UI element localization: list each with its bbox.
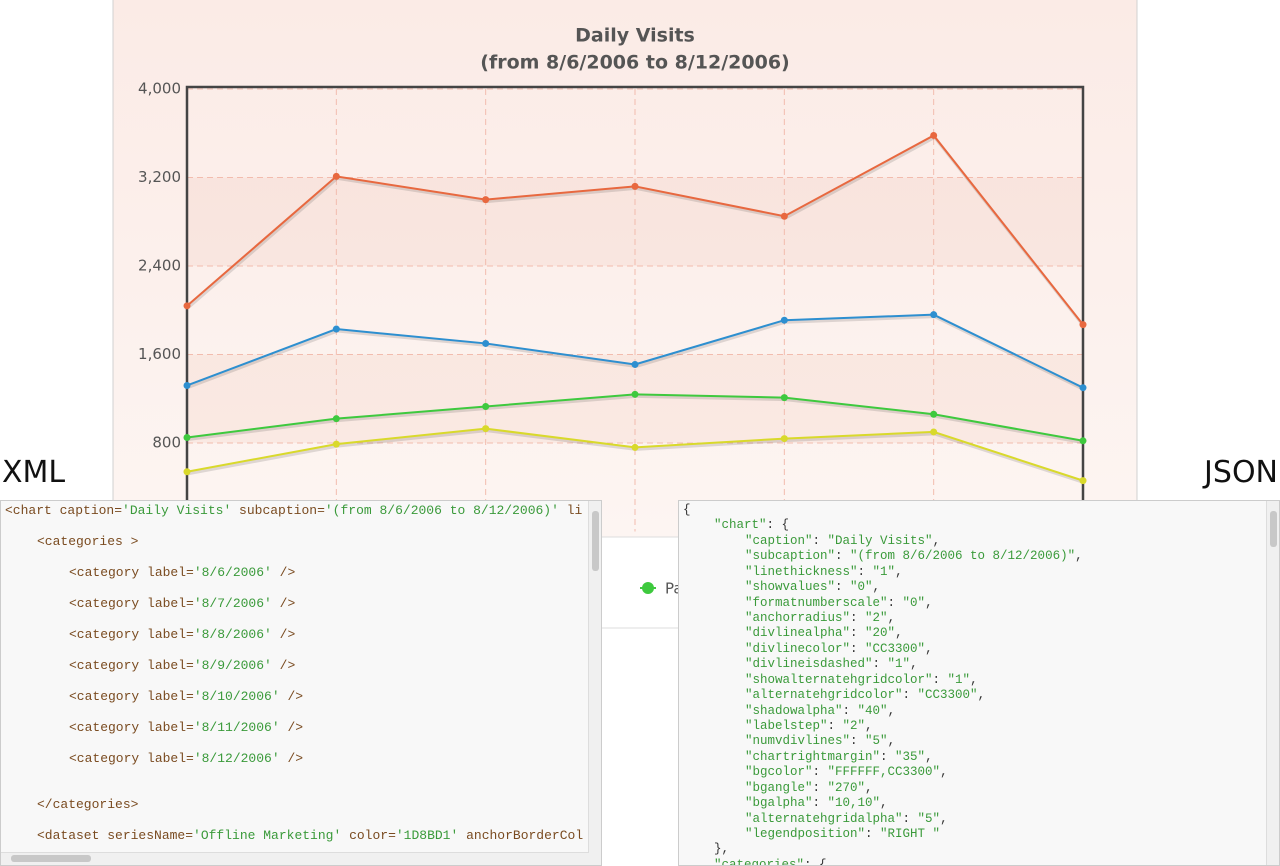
data-point [780,212,788,220]
json-code-panel[interactable]: { "chart": {"caption": "Daily Visits", "su… [678,500,1280,866]
code-line: <category label='8/9/2006' /> [69,658,296,673]
code-line: "divlinecolor": "CC3300", [745,641,933,656]
data-point [1079,477,1087,485]
y-tick-label: 1,600 [138,345,181,363]
chart-title: Daily Visits [575,25,695,47]
code-line: "chartrightmargin": "35", [745,749,933,764]
code-line: "showvalues": "0", [745,580,881,595]
data-point [482,402,490,410]
code-line: <category label='8/11/2006' /> [69,720,304,735]
legend-box [599,536,681,629]
data-point [332,325,340,333]
data-point [780,394,788,402]
data-point [930,311,938,319]
code-line: <category label='8/7/2006' /> [69,596,296,611]
scrollbar[interactable] [1,852,589,865]
legend-marker [642,582,654,594]
y-tick-label: 4,000 [138,80,181,98]
code-line: <categories > [37,534,139,549]
chart-card [112,0,1138,538]
code-line: <category label='8/10/2006' /> [69,689,304,704]
data-point [631,182,639,190]
scrollbar[interactable] [1266,501,1279,865]
chart-subtitle: (from 8/6/2006 to 8/12/2006) [480,52,789,74]
data-point [183,302,191,310]
code-line: "bgalpha": "10,10", [745,796,888,811]
code-line: "shadowalpha": "40", [745,703,896,718]
y-tick-label: 2,400 [138,257,181,275]
data-point [183,433,191,441]
code-line: <category label='8/8/2006' /> [69,627,296,642]
code-line: "numvdivlines": "5", [745,734,896,749]
code-line: "divlineisdashed": "1", [745,657,918,672]
code-line: "anchorradius": "2", [745,611,896,625]
plot-area: 800 1,600 2,400 3,200 4,000 [138,80,1087,532]
scrollbar[interactable] [588,501,601,865]
code-line: "alternatehgridcolor": "CC3300", [745,688,986,703]
data-point [930,410,938,418]
xml-heading: XML [2,455,66,490]
code-line: "bgcolor": "FFFFFF,CC3300", [745,765,948,780]
data-point [930,428,938,436]
data-point [332,440,340,448]
data-point [482,196,490,204]
xml-code-panel[interactable]: <chart caption='Daily Visits' subcaption… [0,500,602,866]
code-line: "categories": { [714,857,827,866]
code-line: </categories> [37,797,139,812]
code-line: "bgangle": "270", [745,780,873,795]
code-line: "chart": { [714,518,790,533]
data-point [332,415,340,423]
code-line: "labelstep": "2", [745,719,873,734]
json-heading: JSON [1204,455,1278,490]
code-line: <category label='8/6/2006' /> [69,565,296,580]
data-point [482,425,490,433]
code-line: }, [714,842,730,857]
y-tick-label: 3,200 [138,168,181,186]
code-line: <category label='8/12/2006' /> [69,751,304,766]
code-line: "linethickness": "1", [745,564,903,579]
y-tick-label: 800 [152,434,181,452]
data-point [183,468,191,476]
code-line: "legendposition": "RIGHT " [745,827,941,842]
code-line: "caption": "Daily Visits", [745,533,941,548]
data-point [631,360,639,368]
data-point [780,316,788,324]
data-point [631,443,639,451]
data-point [183,381,191,389]
data-point [482,339,490,347]
data-point [1079,384,1087,392]
code-line: "divlinealpha": "20", [745,626,903,641]
code-line: <chart caption='Daily Visits' subcaption… [5,503,583,518]
code-line: { [683,503,691,517]
data-point [1079,437,1087,445]
code-line: "alternatehgridalpha": "5", [745,811,948,826]
data-point [631,390,639,398]
data-point [930,131,938,139]
code-line: "subcaption": "(from 8/6/2006 to 8/12/20… [745,549,1083,564]
code-line: "formatnumberscale": "0", [745,595,933,610]
code-line: "showalternatehgridcolor": "1", [745,672,978,687]
data-point [1079,321,1087,329]
code-line: <dataset seriesName='Offline Marketing' … [37,828,584,843]
data-point [332,172,340,180]
data-point [780,435,788,443]
